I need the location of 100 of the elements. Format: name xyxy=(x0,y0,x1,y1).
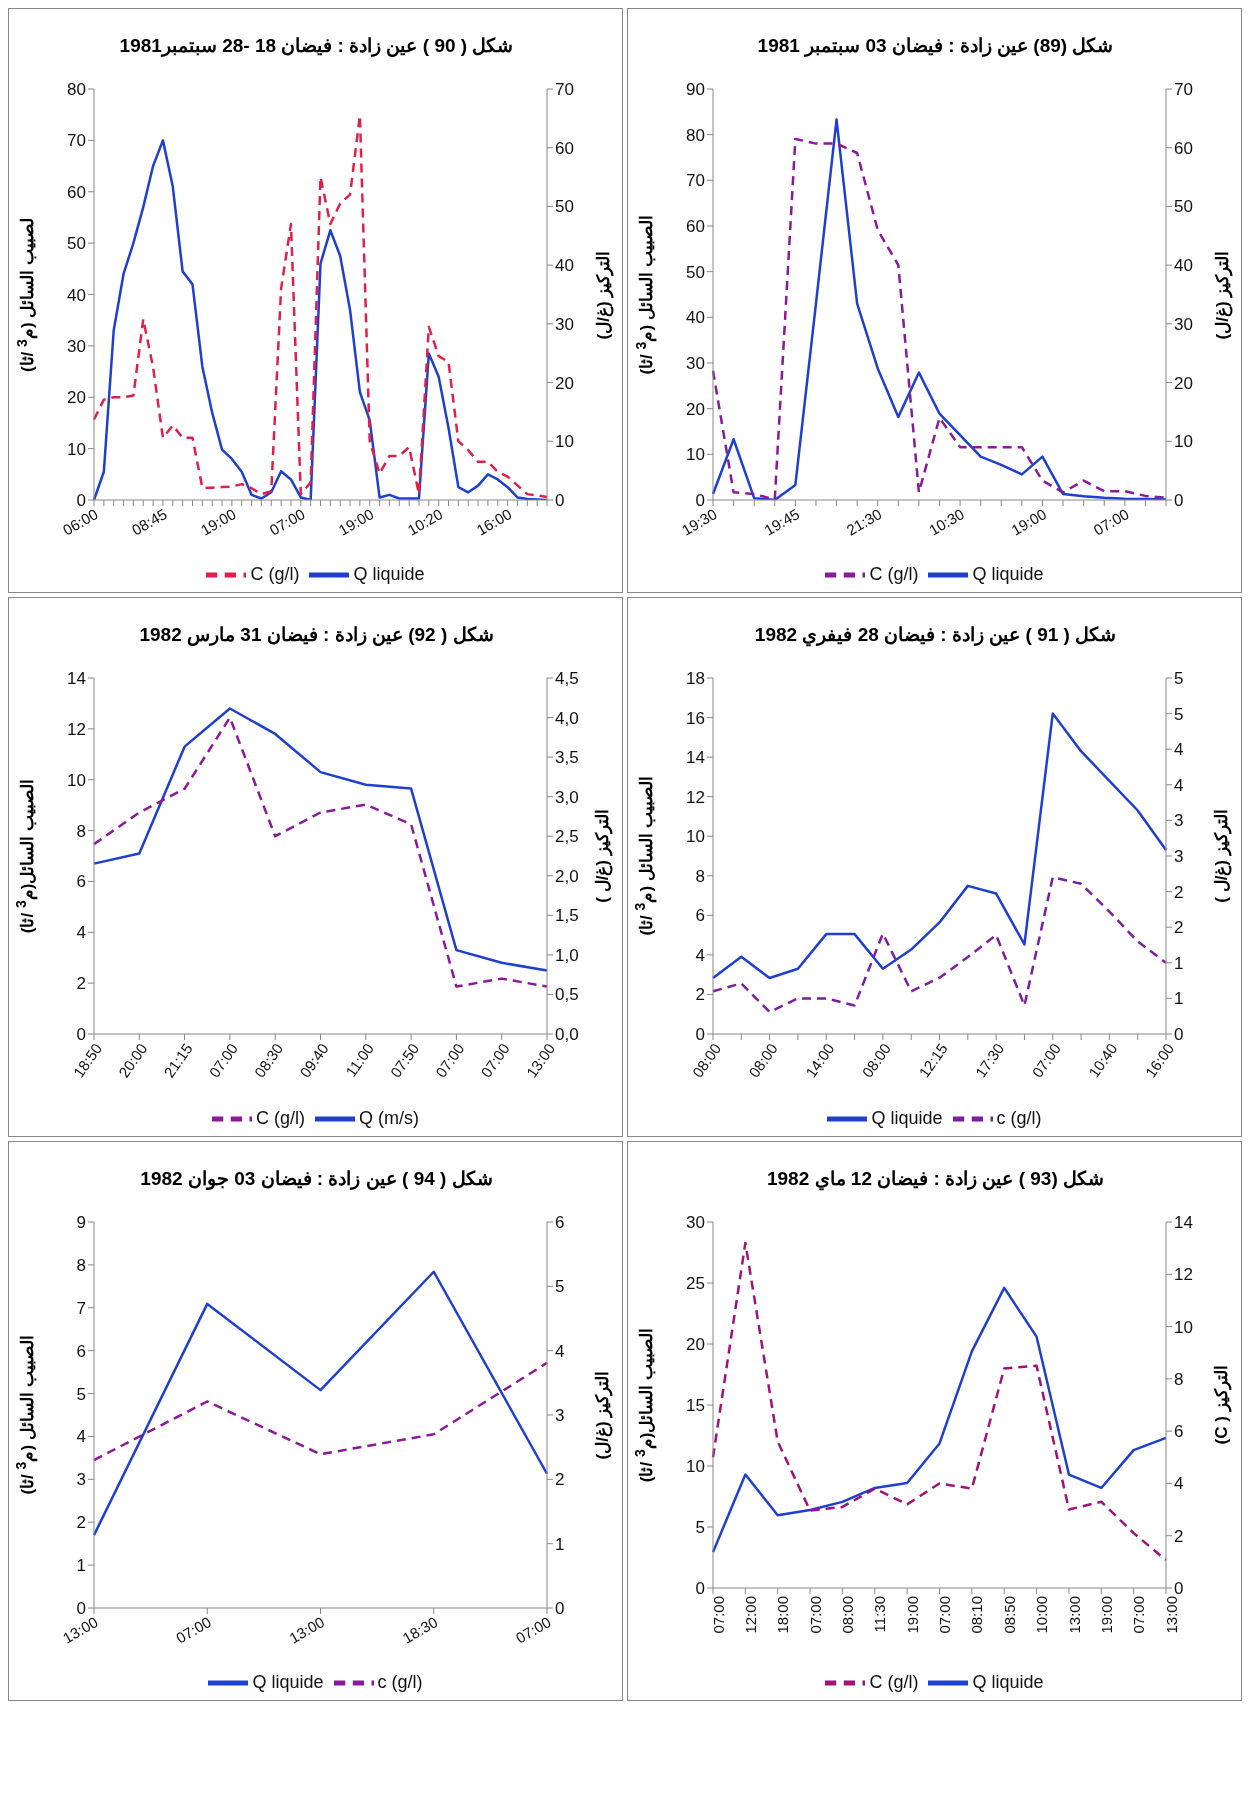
y2-tick-label: 4,0 xyxy=(555,708,579,728)
x-tick-label: 13:00 xyxy=(1065,1596,1083,1634)
y2-tick-label: 4 xyxy=(1174,1474,1184,1494)
y2-tick-label: 20 xyxy=(1174,373,1193,393)
legend-label: c (g/l) xyxy=(377,1671,423,1692)
y2-tick-label: 60 xyxy=(1174,138,1193,158)
y-tick-label: 12 xyxy=(67,719,86,739)
y2-tick-label: 12 xyxy=(1174,1265,1193,1285)
y2-tick-label: 2 xyxy=(1174,882,1184,902)
y2-tick-label: 4,5 xyxy=(555,669,579,689)
y-tick-label: 8 xyxy=(76,1255,86,1275)
y-tick-label: 2 xyxy=(76,1513,86,1533)
y2-tick-label: 2 xyxy=(1174,1526,1184,1546)
y2-tick-label: 50 xyxy=(1174,197,1193,217)
y-tick-label: 50 xyxy=(67,234,86,254)
y2-tick-label: 2,5 xyxy=(555,827,579,847)
x-tick-label: 10:00 xyxy=(1033,1596,1051,1634)
y2-tick-label: 3,5 xyxy=(555,748,579,768)
y2-axis-title: التركيز ( C) xyxy=(1211,1364,1233,1447)
y-tick-label: 10 xyxy=(686,445,705,465)
y2-tick-label: 4 xyxy=(1174,740,1184,760)
y-tick-label: 90 xyxy=(686,80,705,100)
y-tick-label: 8 xyxy=(695,866,705,886)
y2-tick-label: 0,0 xyxy=(555,1025,579,1045)
x-tick-label: 07:00 xyxy=(173,1613,215,1647)
y-tick-label: 14 xyxy=(67,669,86,689)
x-tick-label: 07:00 xyxy=(266,505,308,539)
y2-tick-label: 5 xyxy=(1174,704,1184,724)
x-tick-label: 07:00 xyxy=(936,1596,954,1634)
y-tick-label: 2 xyxy=(76,974,86,994)
y2-tick-label: 0 xyxy=(555,491,565,511)
x-tick-label: 19:00 xyxy=(1097,1596,1115,1634)
x-tick-label: 07:00 xyxy=(806,1596,824,1634)
y-tick-label: 20 xyxy=(67,388,86,408)
x-tick-label: 19:00 xyxy=(903,1596,921,1634)
y-tick-label: 4 xyxy=(76,1427,86,1447)
y2-tick-label: 10 xyxy=(1174,432,1193,452)
x-tick-label: 08:50 xyxy=(1000,1596,1018,1634)
y-tick-label: 7 xyxy=(76,1298,86,1318)
y-tick-label: 4 xyxy=(76,923,86,943)
y2-axis-title: التركيز (غ/ل ) xyxy=(592,808,614,905)
y-tick-label: 30 xyxy=(67,336,86,356)
x-tick-label: 07:00 xyxy=(512,1613,554,1647)
y-tick-label: 40 xyxy=(67,285,86,305)
chart-title: شكل ( 92) عين زادة : فيضان 31 مارس 1982 xyxy=(138,623,495,648)
y-tick-label: 80 xyxy=(686,125,705,145)
y2-tick-label: 3 xyxy=(1174,847,1184,867)
y-tick-label: 0 xyxy=(695,491,705,511)
y-tick-label: 0 xyxy=(695,1579,705,1599)
y2-axis-title: التركيز (غ/ل) xyxy=(592,249,615,341)
y2-tick-label: 1,0 xyxy=(555,945,579,965)
y-tick-label: 9 xyxy=(76,1213,86,1233)
legend-label: C (g/l) xyxy=(869,563,919,584)
y2-tick-label: 3 xyxy=(555,1406,565,1426)
y-tick-label: 6 xyxy=(76,872,86,892)
x-tick-label: 08:10 xyxy=(968,1596,986,1634)
y-tick-label: 70 xyxy=(67,131,86,151)
legend-label: C (g/l) xyxy=(250,563,300,584)
line-series xyxy=(711,1286,1168,1554)
y2-tick-label: 20 xyxy=(555,373,574,393)
y2-tick-label: 30 xyxy=(1174,314,1193,334)
y2-tick-label: 50 xyxy=(555,197,574,217)
legend-label: Q (m/s) xyxy=(359,1107,419,1128)
y-tick-label: 2 xyxy=(695,985,705,1005)
y-tick-label: 10 xyxy=(67,439,86,459)
y2-tick-label: 10 xyxy=(1174,1317,1193,1337)
y2-tick-label: 30 xyxy=(555,314,574,334)
y-tick-label: 20 xyxy=(686,399,705,419)
y2-tick-label: 6 xyxy=(555,1213,565,1233)
y2-tick-label: 2,0 xyxy=(555,866,579,886)
y-tick-label: 8 xyxy=(76,821,86,841)
y2-tick-label: 3 xyxy=(1174,811,1184,831)
line-series xyxy=(92,1361,549,1462)
y2-tick-label: 1 xyxy=(1174,953,1184,973)
y-tick-label: 6 xyxy=(76,1341,86,1361)
x-tick-label: 08:00 xyxy=(839,1596,857,1634)
y-tick-label: 12 xyxy=(686,787,705,807)
x-tick-label: 13:00 xyxy=(1162,1596,1180,1634)
y-tick-label: 40 xyxy=(686,308,705,328)
y2-tick-label: 40 xyxy=(555,256,574,276)
y2-tick-label: 0 xyxy=(555,1599,565,1619)
y2-tick-label: 4 xyxy=(1174,775,1184,795)
x-tick-label: 07:00 xyxy=(1090,505,1132,539)
y2-tick-label: 40 xyxy=(1174,256,1193,276)
x-tick-label: 07:00 xyxy=(709,1596,727,1634)
line-series xyxy=(711,712,1168,980)
y-tick-label: 14 xyxy=(686,748,705,768)
legend-label: c (g/l) xyxy=(996,1107,1042,1128)
x-tick-label: 11:30 xyxy=(871,1596,889,1633)
y2-tick-label: 0,5 xyxy=(555,985,579,1005)
x-tick-label: 12:00 xyxy=(742,1596,760,1634)
legend-label: C (g/l) xyxy=(256,1107,305,1128)
y2-tick-label: 5 xyxy=(555,1277,565,1297)
y-tick-label: 60 xyxy=(686,217,705,237)
y-tick-label: 70 xyxy=(686,171,705,191)
y-tick-label: 30 xyxy=(686,1213,705,1233)
y2-axis-title: التركيز (غ/ل ) xyxy=(1211,808,1233,905)
y2-tick-label: 1,5 xyxy=(555,906,579,926)
y2-tick-label: 2 xyxy=(555,1470,565,1490)
y-tick-label: 10 xyxy=(686,827,705,847)
